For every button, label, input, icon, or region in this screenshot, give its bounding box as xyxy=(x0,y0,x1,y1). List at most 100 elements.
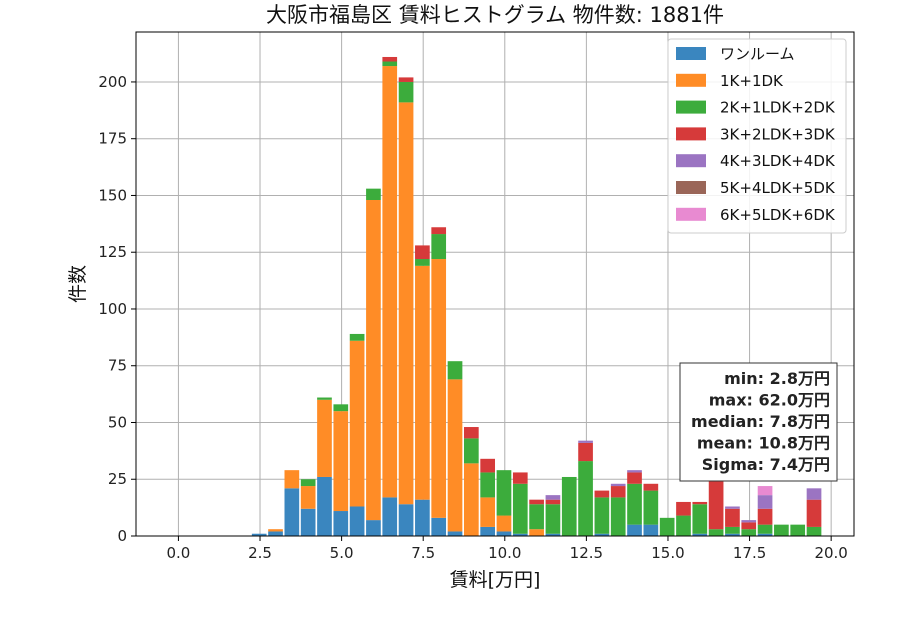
histogram-bar-segment xyxy=(545,533,561,536)
histogram-bar-segment xyxy=(496,470,512,516)
histogram-bar-segment xyxy=(268,529,283,532)
histogram-bar-segment xyxy=(790,524,806,536)
histogram-bar-segment xyxy=(382,497,398,536)
histogram-bar-segment xyxy=(512,483,528,534)
histogram-bar-segment xyxy=(561,476,577,536)
histogram-bar-segment xyxy=(741,522,757,530)
histogram-bar-segment xyxy=(415,499,430,536)
histogram-bar-segment xyxy=(578,442,593,462)
histogram-bar-segment xyxy=(496,531,512,536)
legend-swatch xyxy=(676,73,706,87)
legend-label: 3K+2LDK+3DK xyxy=(720,125,836,143)
x-axis-title: 賃料[万円] xyxy=(450,569,541,591)
histogram-bar-segment xyxy=(757,508,773,525)
histogram-bar-segment xyxy=(692,501,708,505)
histogram-bar-segment xyxy=(741,520,757,523)
legend-label: 4K+3LDK+4DK xyxy=(720,152,836,170)
histogram-bar-segment xyxy=(610,483,626,487)
x-tick-label: 7.5 xyxy=(411,544,435,562)
y-axis-title: 件数 xyxy=(67,265,89,303)
histogram-bar-segment xyxy=(757,486,773,496)
y-tick-label: 100 xyxy=(98,300,127,318)
stats-line: max: 62.0万円 xyxy=(709,391,830,410)
histogram-bar-segment xyxy=(725,506,740,509)
histogram-bar-segment xyxy=(284,470,300,489)
legend-swatch xyxy=(676,154,706,168)
legend-label: 5K+4LDK+5DK xyxy=(720,179,836,197)
x-tick-label: 0.0 xyxy=(166,544,190,562)
histogram-bar-segment xyxy=(725,526,740,534)
histogram-bar-segment xyxy=(806,526,822,536)
chart-title: 大阪市福島区 賃料ヒストグラム 物件数: 1881件 xyxy=(266,3,724,27)
x-tick-label: 17.5 xyxy=(733,544,766,562)
histogram-bar-segment xyxy=(349,340,365,507)
histogram-bar-segment xyxy=(317,397,332,400)
stats-line: median: 7.8万円 xyxy=(691,412,830,431)
legend: ワンルーム 1K+1DK 2K+1LDK+2DK 3K+2LDK+3DK 4K+3LDK… xyxy=(667,38,847,234)
x-tick-label: 20.0 xyxy=(814,544,847,562)
histogram-bar-segment xyxy=(300,508,316,536)
histogram-bar-segment xyxy=(676,501,691,516)
legend-swatch xyxy=(676,47,706,60)
histogram-bar-segment xyxy=(463,427,479,439)
histogram-bar-segment xyxy=(594,497,610,534)
histogram-bar-segment xyxy=(692,533,708,536)
x-tick-label: 2.5 xyxy=(248,544,272,562)
histogram-bar-segment xyxy=(284,488,300,536)
histogram-bar-segment xyxy=(300,486,316,509)
histogram-bar-segment xyxy=(398,504,414,536)
histogram-bar-segment xyxy=(317,399,332,477)
histogram-bar-segment xyxy=(333,411,349,512)
histogram-bar-segment xyxy=(725,508,740,527)
histogram-bar-segment xyxy=(398,77,414,82)
histogram-bar-segment xyxy=(806,488,822,500)
histogram-bar-segment xyxy=(480,472,495,498)
histogram-bar-segment xyxy=(463,438,479,464)
y-tick-label: 50 xyxy=(108,413,127,431)
histogram-bar-segment xyxy=(545,504,561,534)
y-tick-label: 25 xyxy=(108,470,127,488)
histogram-bar-segment xyxy=(366,200,381,521)
legend-swatch xyxy=(676,127,706,141)
histogram-bar-segment xyxy=(431,234,447,260)
histogram-bar-segment xyxy=(545,499,561,505)
histogram-bar-segment xyxy=(447,361,463,380)
histogram-bar-segment xyxy=(398,81,414,103)
legend-swatch xyxy=(676,181,706,194)
stats-line: Sigma: 7.4万円 xyxy=(702,455,830,474)
histogram-bar-segment xyxy=(415,245,430,260)
y-tick-label: 125 xyxy=(98,243,127,261)
legend-label: 2K+1LDK+2DK xyxy=(720,99,836,117)
histogram-bar-segment xyxy=(251,533,267,536)
y-tick-label: 0 xyxy=(117,527,127,545)
histogram-bar-segment xyxy=(627,483,642,525)
histogram-bar-segment xyxy=(268,531,283,536)
histogram-bar-segment xyxy=(512,472,528,484)
y-tick-label: 175 xyxy=(98,130,127,148)
y-tick-label: 75 xyxy=(108,357,127,375)
legend-swatch xyxy=(676,207,706,221)
histogram-bar-segment xyxy=(545,495,561,500)
histogram-bar-segment xyxy=(741,529,757,536)
histogram-bar-segment xyxy=(692,504,708,534)
stats-line: mean: 10.8万円 xyxy=(697,434,830,453)
histogram-bar-segment xyxy=(708,481,724,530)
x-tick-label: 5.0 xyxy=(330,544,354,562)
histogram-bar-segment xyxy=(382,56,398,62)
histogram-bar-segment xyxy=(333,404,349,412)
histogram-bar-segment xyxy=(610,497,626,536)
histogram-bar-segment xyxy=(317,476,332,536)
histogram-bar-segment xyxy=(708,529,724,536)
histogram-bar-segment xyxy=(757,495,773,509)
histogram-bar-segment xyxy=(757,524,773,534)
histogram-bar-segment xyxy=(349,333,365,341)
histogram-bar-segment xyxy=(349,506,365,536)
histogram-bar-segment xyxy=(447,531,463,536)
y-tick-label: 200 xyxy=(98,73,127,91)
histogram-bar-segment xyxy=(578,461,593,536)
histogram-bar-segment xyxy=(610,486,626,498)
histogram-bar-segment xyxy=(725,533,740,536)
histogram-bar-segment xyxy=(643,490,659,525)
histogram-bar-segment xyxy=(382,66,398,498)
histogram-bar-segment xyxy=(463,463,479,536)
